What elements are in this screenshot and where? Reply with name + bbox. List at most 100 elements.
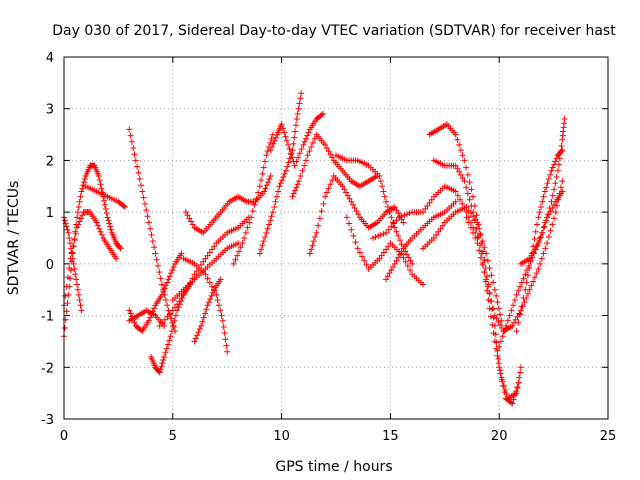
data-point (251, 201, 258, 208)
data-point (235, 248, 242, 255)
data-point (343, 214, 350, 221)
data-point (289, 147, 296, 154)
data-point (472, 235, 479, 241)
data-point (265, 179, 272, 186)
data-point (222, 336, 229, 343)
data-point (407, 257, 414, 264)
data-point (476, 247, 483, 254)
data-point (378, 252, 385, 259)
data-point (377, 231, 384, 238)
data-point (536, 209, 543, 216)
data-point (264, 225, 271, 232)
data-point (158, 281, 165, 288)
data-point (184, 212, 191, 219)
data-point (466, 196, 473, 203)
data-point (522, 271, 529, 278)
x-axis-label: GPS time / hours (275, 459, 392, 475)
data-point (305, 129, 312, 136)
series-track-b (61, 209, 120, 309)
data-point (200, 314, 207, 321)
data-point (545, 211, 552, 218)
data-point (64, 226, 71, 233)
series-track-h (148, 281, 194, 376)
data-point (547, 208, 554, 215)
data-point (518, 303, 525, 310)
data-point (348, 226, 355, 233)
data-point (393, 217, 400, 224)
data-point (400, 219, 407, 226)
data-point (467, 224, 474, 231)
data-point (466, 179, 473, 186)
data-point (149, 238, 156, 245)
data-point (359, 253, 366, 260)
data-point (64, 300, 71, 307)
data-point (517, 364, 524, 371)
data-point (388, 214, 395, 221)
data-point (287, 150, 294, 157)
data-point (452, 162, 459, 169)
data-point (267, 147, 274, 154)
data-point (95, 172, 102, 179)
data-point (69, 255, 76, 262)
data-point (437, 225, 444, 232)
data-point (208, 283, 215, 290)
data-point (77, 302, 84, 309)
data-point (482, 264, 489, 271)
data-point (524, 272, 531, 279)
data-point (126, 126, 133, 133)
data-point (534, 221, 541, 228)
data-point (265, 221, 272, 228)
data-point (64, 274, 71, 281)
data-point (329, 154, 336, 161)
data-point (457, 196, 464, 203)
data-point (512, 316, 519, 323)
data-point (295, 154, 302, 161)
data-point (79, 212, 86, 219)
data-point (484, 257, 491, 264)
data-point (61, 324, 68, 331)
series-track-o (256, 90, 305, 257)
data-point (404, 262, 411, 269)
data-point (309, 242, 316, 249)
data-point (457, 147, 464, 154)
data-point (194, 332, 201, 339)
data-point (302, 157, 309, 164)
data-point (161, 353, 168, 360)
data-point (182, 209, 189, 216)
data-point (531, 246, 538, 253)
data-point (198, 261, 205, 268)
data-point (508, 307, 515, 314)
data-point (62, 292, 69, 299)
series-track-r (306, 172, 407, 257)
data-point (74, 286, 81, 293)
y-tick-label: 0 (46, 258, 54, 273)
data-point (501, 328, 508, 335)
data-point (323, 145, 330, 152)
data-point (67, 245, 74, 252)
data-point (547, 227, 554, 234)
data-point (204, 302, 211, 309)
data-point (353, 208, 360, 215)
data-point (70, 260, 77, 267)
data-point (510, 302, 517, 309)
data-point (168, 315, 175, 322)
data-point (290, 190, 297, 197)
data-point (144, 213, 151, 220)
data-point (286, 146, 293, 153)
data-point (497, 311, 504, 318)
data-point (361, 257, 368, 264)
data-point (553, 155, 560, 162)
data-point (104, 214, 111, 221)
data-point (155, 262, 162, 269)
data-point (402, 258, 409, 265)
data-point (296, 178, 303, 185)
data-point (488, 298, 495, 305)
data-point (272, 134, 279, 141)
series-track-ac (517, 188, 566, 267)
data-point (162, 297, 169, 304)
data-point (517, 311, 524, 318)
data-point (372, 233, 379, 240)
data-point (316, 215, 323, 222)
data-point (513, 291, 520, 298)
data-point (73, 276, 80, 283)
